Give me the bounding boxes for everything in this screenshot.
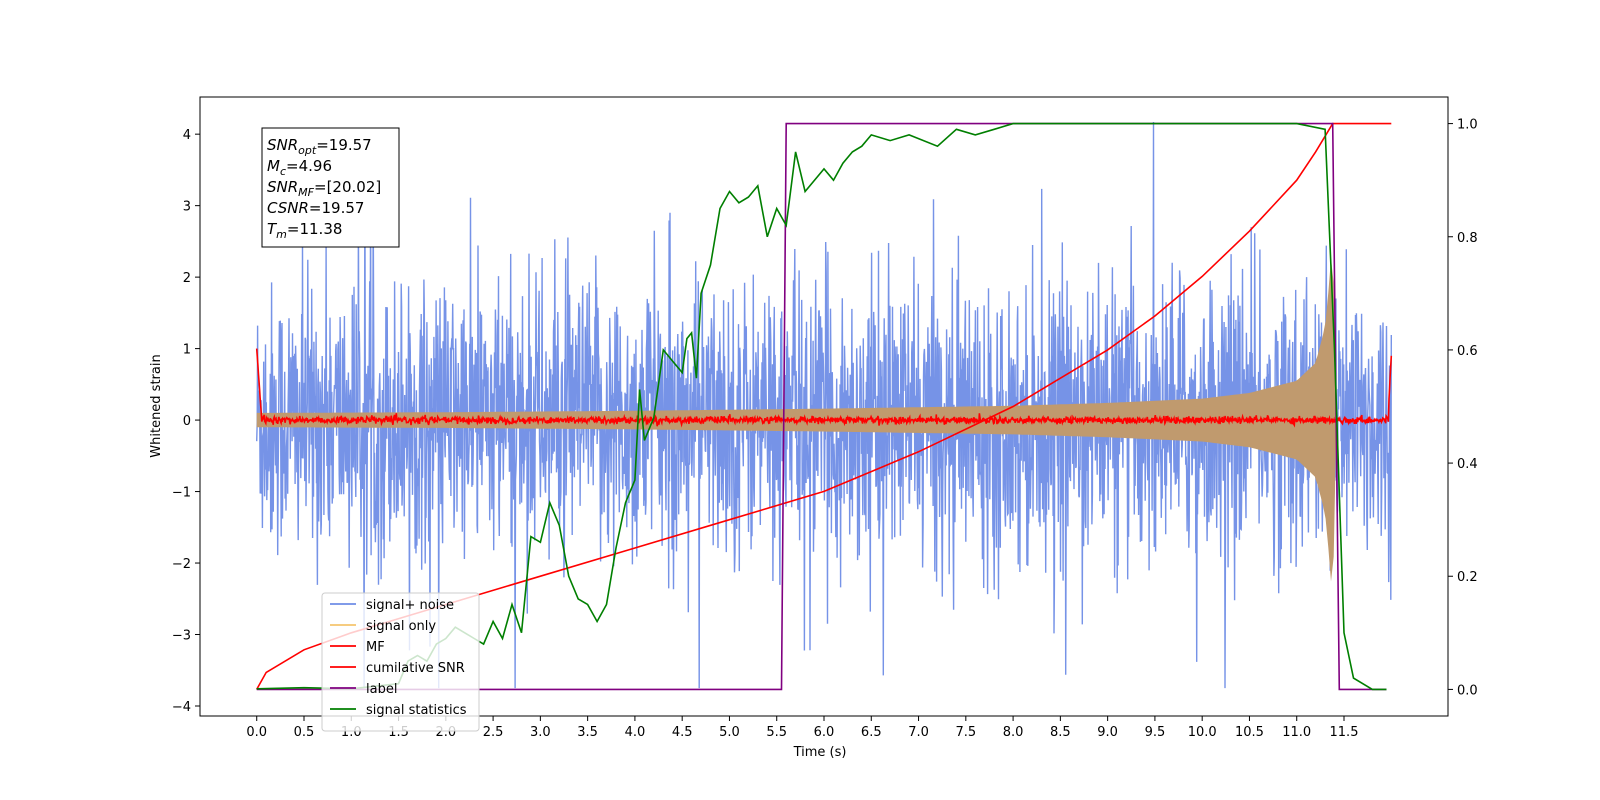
x-tick-label: 0.5	[294, 725, 315, 740]
x-tick-label: 2.5	[483, 725, 504, 740]
x-tick-label: 0.0	[246, 725, 267, 740]
y2-tick-label: 0.0	[1457, 683, 1478, 698]
legend-entry: signal statistics	[366, 703, 467, 718]
x-tick-label: 5.5	[766, 725, 787, 740]
y-tick-label: 0	[183, 414, 191, 429]
x-tick-label: 5.0	[719, 725, 740, 740]
x-tick-label: 7.0	[908, 725, 929, 740]
x-tick-label: 4.5	[672, 725, 693, 740]
y-tick-label: 1	[183, 343, 191, 358]
y-tick-label: −1	[172, 486, 191, 501]
series-signal-statistics	[256, 122, 1387, 691]
y-tick-label: 2	[183, 271, 191, 286]
y2-tick-label: 0.4	[1457, 457, 1478, 472]
annotation-line: SNRopt=19.57	[267, 136, 372, 157]
y2-tick-label: 0.8	[1457, 231, 1478, 246]
x-tick-label: 11.5	[1330, 725, 1359, 740]
y-axis-label: Whitened strain	[149, 354, 164, 457]
legend: signal+ noise signal only MF cumilative SNR…	[321, 592, 480, 732]
legend-entry: label	[366, 682, 397, 697]
y-tick-label: 4	[183, 128, 191, 143]
x-tick-label: 6.0	[814, 725, 835, 740]
y2-tick-label: 0.6	[1457, 344, 1478, 359]
series-mf	[255, 348, 1393, 428]
y-axis-right: 0.0 0.2 0.4 0.6 0.8 1.0	[1448, 118, 1478, 698]
annotation-line: CSNR=19.57	[267, 199, 364, 217]
legend-entry: MF	[366, 640, 385, 655]
legend-entry: signal only	[366, 619, 436, 634]
x-tick-label: 4.0	[625, 725, 646, 740]
y2-tick-label: 1.0	[1457, 118, 1478, 133]
y-tick-label: 3	[183, 200, 191, 215]
annotation-line: SNRMF=[20.02]	[267, 178, 381, 199]
x-tick-label: 8.0	[1003, 725, 1024, 740]
annotation-frame	[261, 127, 400, 248]
annotation-line: Tm=11.38	[267, 220, 342, 241]
x-tick-label: 10.5	[1235, 725, 1264, 740]
x-tick-label: 6.5	[861, 725, 882, 740]
x-tick-label: 9.0	[1097, 725, 1118, 740]
y-axis-left: −4 −3 −2 −1 0 1 2 3 4	[172, 128, 200, 715]
x-tick-label: 11.0	[1282, 725, 1311, 740]
x-tick-label: 3.5	[577, 725, 598, 740]
y-tick-label: −4	[172, 700, 191, 715]
x-tick-label: 8.5	[1050, 725, 1071, 740]
legend-frame	[321, 592, 480, 732]
y2-tick-label: 0.2	[1457, 570, 1478, 585]
legend-entry: signal+ noise	[366, 598, 454, 613]
x-tick-label: 9.5	[1145, 725, 1166, 740]
x-tick-label: 10.0	[1188, 725, 1217, 740]
y-tick-label: −3	[172, 629, 191, 644]
x-tick-label: 7.5	[955, 725, 976, 740]
x-tick-label: 3.0	[530, 725, 551, 740]
y-tick-label: −2	[172, 557, 191, 572]
stats-annotation-box: SNRopt=19.57Mc=4.96SNRMF=[20.02]CSNR=19.…	[261, 127, 400, 248]
annotation-line: Mc=4.96	[267, 157, 332, 178]
legend-entry: cumilative SNR	[366, 661, 465, 676]
x-axis-label: Time (s)	[793, 745, 847, 760]
